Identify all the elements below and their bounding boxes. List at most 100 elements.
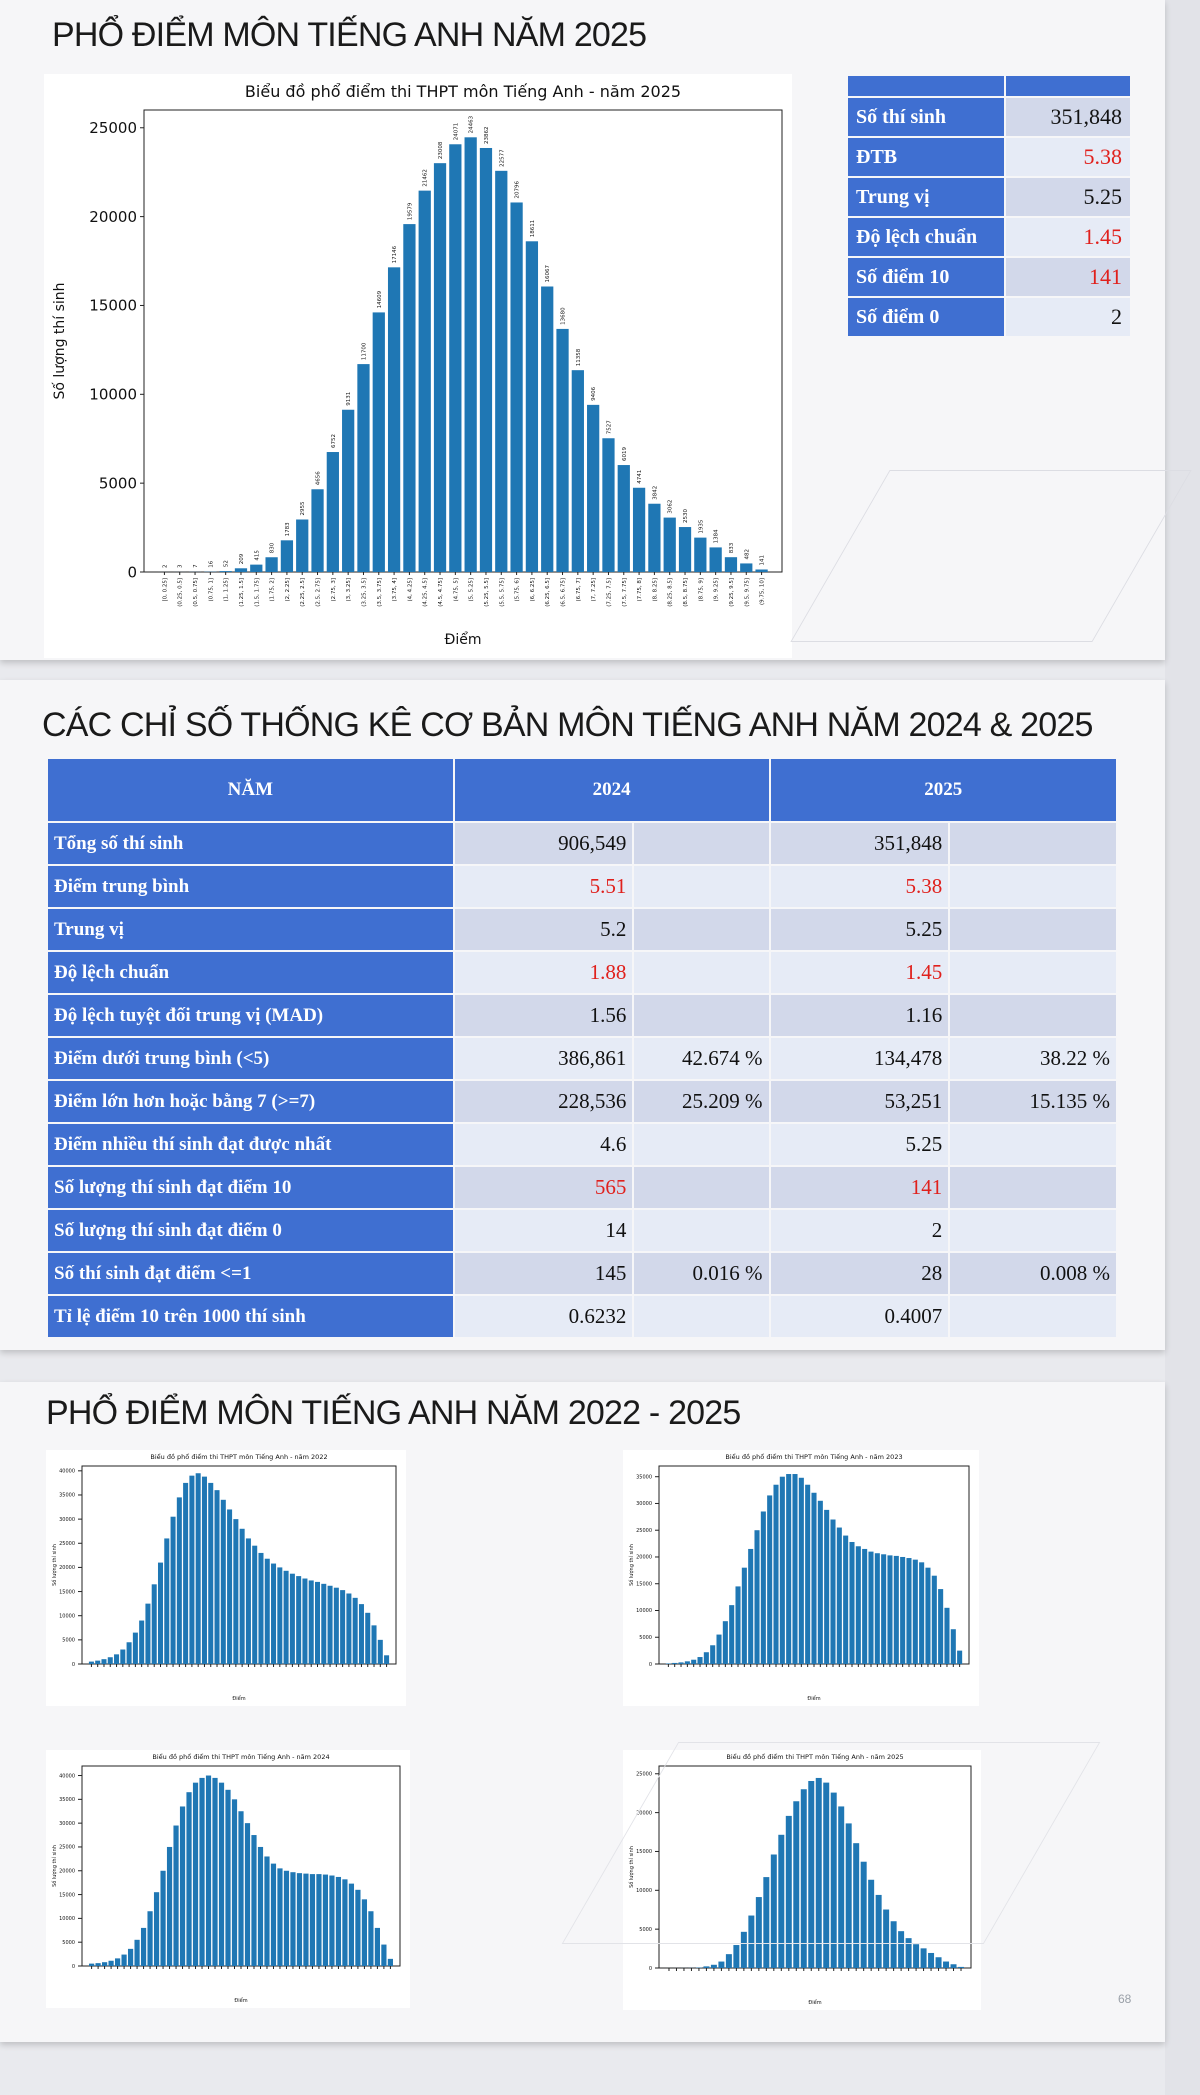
percent-2025: [950, 1296, 1116, 1337]
summary-value: 5.25: [1006, 178, 1130, 216]
bar-value-label: 3062: [668, 500, 674, 514]
bar: [905, 1938, 912, 1968]
bar: [151, 1584, 157, 1664]
bar-value-label: 9406: [591, 386, 597, 400]
value-2025: 5.38: [770, 866, 949, 907]
decorative-grid: [790, 470, 1192, 642]
histogram-2022: Biểu đồ phổ điểm thi THPT môn Tiếng Anh …: [46, 1450, 406, 1706]
bar: [913, 1944, 920, 1968]
bar: [290, 1872, 296, 1966]
bar: [264, 1558, 270, 1664]
bar-value-label: 52: [224, 560, 230, 567]
x-tick-label: (5.25, 5.5]: [484, 578, 490, 607]
bar: [754, 1530, 760, 1664]
y-tick-label: 30000: [59, 1821, 75, 1827]
histogram-svg: Biểu đồ phổ điểm thi THPT môn Tiếng Anh …: [51, 82, 783, 648]
x-tick-label: (1, 1.25]: [224, 578, 230, 602]
bar: [691, 1659, 697, 1664]
bar: [541, 286, 554, 572]
bar-value-label: 830: [270, 542, 276, 553]
bar: [725, 1954, 732, 1968]
percent-2025: 15.135 %: [950, 1081, 1116, 1122]
y-tick-label: 40000: [59, 1469, 75, 1475]
bar-value-label: 22577: [499, 149, 505, 167]
bar: [186, 1792, 192, 1966]
y-tick-label: 15000: [59, 1892, 75, 1898]
x-axis-label: Điểm: [807, 1695, 820, 1702]
bar: [823, 1782, 830, 1968]
bar: [868, 1551, 874, 1664]
bar: [556, 328, 569, 572]
bar: [102, 1962, 108, 1966]
bar-value-label: 2955: [300, 501, 306, 515]
bar: [510, 202, 523, 572]
x-tick-label: (4.75, 5]: [453, 578, 459, 602]
bar: [212, 1777, 218, 1966]
bar: [365, 1612, 371, 1664]
bar: [355, 1889, 361, 1966]
bar: [663, 517, 676, 572]
percent-2025: [950, 995, 1116, 1036]
y-tick-label: 30000: [59, 1517, 75, 1523]
bar: [372, 312, 385, 572]
table-row: Tổng số thí sinh 906,549 351,848: [48, 823, 1116, 864]
bar: [648, 503, 661, 572]
summary-value: 5.38: [1006, 138, 1130, 176]
percent-2024: 42.674 %: [634, 1038, 769, 1079]
bar: [160, 1870, 166, 1966]
bar: [875, 1894, 882, 1968]
value-2024: 1.56: [454, 995, 633, 1036]
histogram-2025-small-svg: Biểu đồ phổ điểm thi THPT môn Tiếng Anh …: [628, 1752, 972, 2006]
bar: [773, 1484, 779, 1664]
bar: [938, 1589, 944, 1664]
x-tick-label: (8.25, 8.5]: [668, 578, 674, 607]
slide-title: PHỔ ĐIỂM MÔN TIẾNG ANH NĂM 2025: [52, 16, 647, 54]
x-tick-label: (9.25, 9.5]: [729, 578, 735, 607]
bar: [755, 1897, 762, 1968]
histogram-2025-small: Biểu đồ phổ điểm thi THPT môn Tiếng Anh …: [623, 1750, 981, 2010]
bar-value-label: 17146: [392, 245, 398, 263]
row-label: Trung vị: [48, 909, 453, 950]
x-tick-label: (5.5, 5.75]: [499, 578, 505, 607]
row-label: Số lượng thí sinh đạt điểm 10: [48, 1167, 453, 1208]
bar: [740, 563, 753, 572]
row-label: Điểm dưới trung bình (<5): [48, 1038, 453, 1079]
y-tick-label: 0: [649, 1966, 652, 1972]
bar: [830, 1519, 836, 1664]
bar: [361, 1899, 368, 1966]
chart-title: Biểu đồ phổ điểm thi THPT môn Tiếng Anh …: [245, 82, 681, 101]
value-2025: 351,848: [770, 823, 949, 864]
bar: [694, 537, 707, 572]
bar: [329, 1875, 335, 1966]
bar: [321, 1583, 327, 1664]
percent-2025: 38.22 %: [950, 1038, 1116, 1079]
bar: [173, 1825, 179, 1966]
bar: [778, 1834, 785, 1968]
value-2025: 5.25: [770, 909, 949, 950]
bar: [335, 1876, 342, 1966]
y-tick-label: 35000: [59, 1797, 75, 1803]
x-tick-label: (4, 4.25]: [407, 578, 413, 602]
percent-2025: [950, 909, 1116, 950]
bar-value-label: 20796: [515, 180, 521, 198]
bar: [617, 465, 630, 572]
bar: [418, 190, 431, 572]
x-tick-label: (6.25, 6.5]: [545, 578, 551, 607]
bar: [678, 1662, 684, 1664]
bar: [368, 1911, 374, 1966]
bar: [95, 1963, 101, 1966]
value-2024: 14: [454, 1210, 633, 1251]
bar: [218, 1782, 225, 1966]
bar: [340, 1590, 346, 1664]
table-row: Độ lệch chuẩn 1.88 1.45: [48, 952, 1116, 993]
bar: [371, 1625, 377, 1664]
bar: [944, 1607, 950, 1664]
bar: [838, 1806, 845, 1968]
plot-frame: [143, 109, 783, 573]
value-2024: 4.6: [454, 1124, 633, 1165]
bar: [464, 137, 477, 572]
bar: [277, 1868, 283, 1966]
bar: [327, 1585, 333, 1664]
summary-value: 141: [1006, 258, 1130, 296]
bar-value-label: 833: [729, 542, 735, 553]
